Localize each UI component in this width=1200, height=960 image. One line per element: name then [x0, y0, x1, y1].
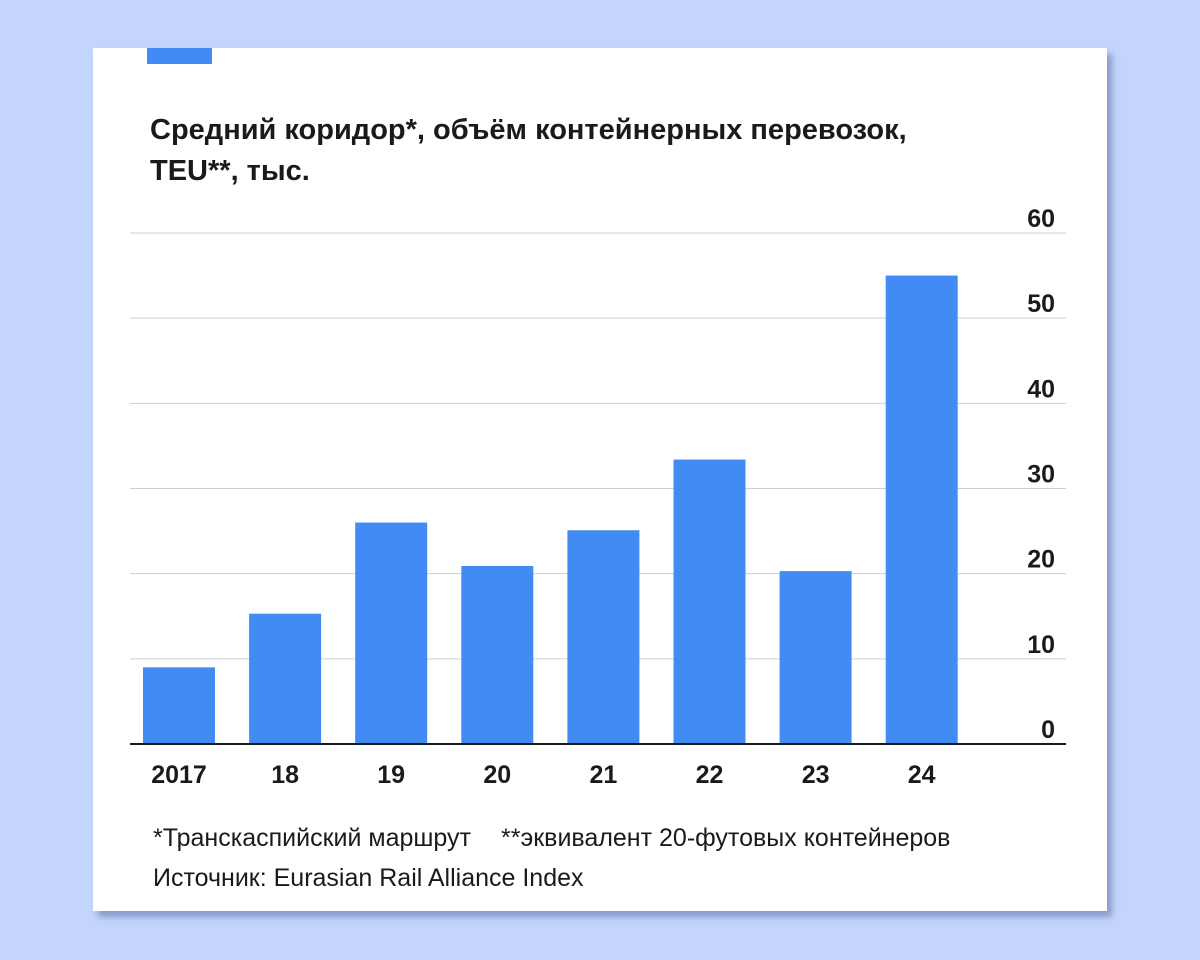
x-tick-label-22: 22 — [696, 761, 724, 789]
x-tick-label-21: 21 — [589, 761, 617, 789]
x-tick-label-20: 20 — [483, 761, 511, 789]
chart-title-line-1: Средний коридор*, объём контейнерных пер… — [150, 114, 907, 146]
bar-20 — [461, 566, 534, 744]
source-note: Источник: Eurasian Rail Alliance Index — [153, 864, 584, 892]
chart-card: Средний коридор*, объём контейнерных пер… — [93, 48, 1107, 911]
x-tick-label-2017: 2017 — [151, 761, 207, 789]
bar-2017 — [143, 667, 215, 744]
bar-24 — [885, 275, 958, 744]
bar-18 — [249, 613, 322, 744]
bar-23 — [779, 571, 852, 744]
footnote-teu: **эквивалент 20-футовых контейнеров — [501, 824, 951, 852]
y-tick-label-0: 0 — [1041, 716, 1055, 744]
y-tick-label-40: 40 — [1027, 375, 1055, 403]
bar-22 — [673, 459, 746, 744]
accent-bar — [147, 48, 212, 64]
bar-chart: 0 10 20 30 40 50 60 2017 18 19 20 21 22 23 24 — [130, 205, 1066, 789]
footnote-route: *Транскаспийский маршрут — [153, 824, 472, 852]
footnotes: *Транскаспийский маршрут **эквивалент 20-… — [153, 818, 1083, 898]
x-tick-label-24: 24 — [908, 761, 936, 789]
x-tick-label-18: 18 — [271, 761, 299, 789]
y-tick-label-30: 30 — [1027, 461, 1055, 489]
x-tick-label-23: 23 — [802, 761, 830, 789]
y-tick-label-10: 10 — [1027, 631, 1055, 659]
chart-title-line-2: TEU**, тыс. — [150, 155, 310, 187]
y-tick-label-50: 50 — [1027, 290, 1055, 318]
y-tick-label-20: 20 — [1027, 546, 1055, 574]
x-tick-label-19: 19 — [377, 761, 405, 789]
bar-21 — [567, 530, 640, 744]
chart-title: Средний коридор*, объём контейнерных пер… — [150, 110, 1030, 192]
bar-19 — [355, 522, 428, 744]
y-tick-label-60: 60 — [1027, 205, 1055, 233]
